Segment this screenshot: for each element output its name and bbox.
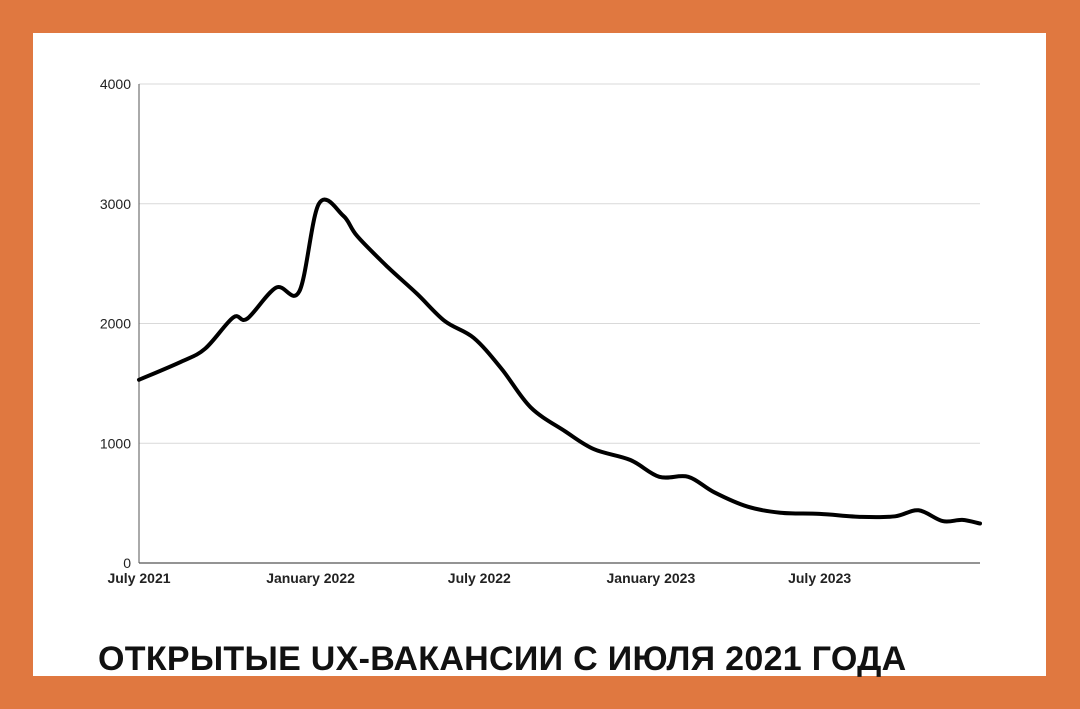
y-tick-label: 0 [123,555,131,571]
x-tick-label: July 2023 [788,570,851,586]
x-tick-label: July 2021 [107,570,170,586]
x-tick-label: January 2023 [607,570,696,586]
axes [138,84,980,564]
x-tick-labels: July 2021 January 2022 July 2022 January 20… [107,570,851,586]
chart-card: 0 1000 2000 3000 4000 July 2021 January 2022 J… [33,33,1046,678]
y-tick-label: 3000 [100,196,131,212]
series [137,197,982,526]
chart-title: ОТКРЫТЫЕ UX-ВАКАНСИИ С ИЮЛЯ 2021 ГОДА [98,640,907,678]
x-tick-label: July 2022 [448,570,511,586]
y-tick-label: 2000 [100,316,131,332]
y-tick-labels: 0 1000 2000 3000 4000 [100,76,131,571]
series-line-0 [137,197,982,526]
grid-lines [139,83,980,444]
x-tick-label: January 2022 [266,570,355,586]
y-tick-label: 1000 [100,435,131,451]
y-tick-label: 4000 [100,76,131,92]
